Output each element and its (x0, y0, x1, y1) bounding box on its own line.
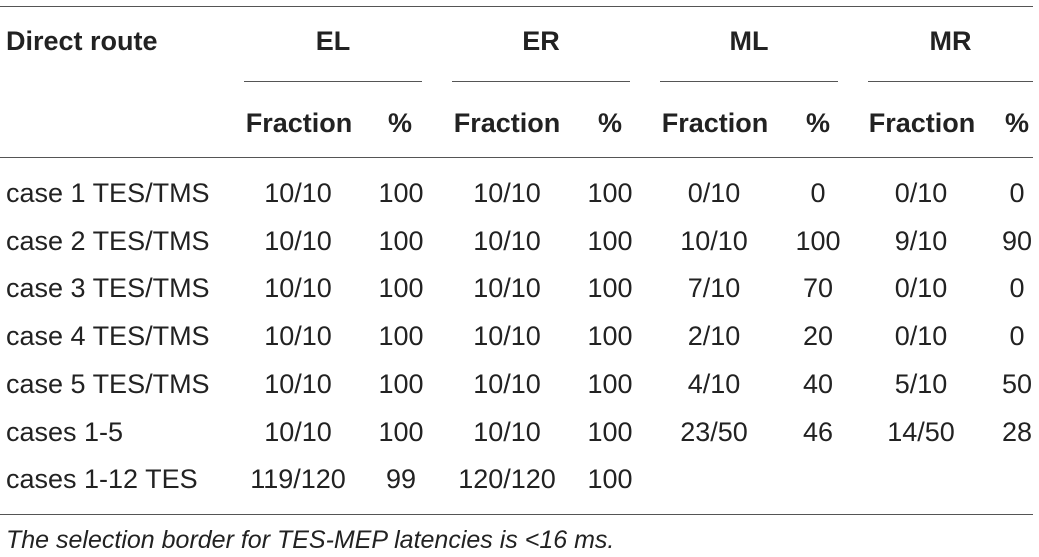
group-header-ml: ML (729, 26, 769, 56)
subheader-ml-percent: % (805, 108, 830, 138)
cell-el-fraction: 10/10 (264, 417, 332, 447)
cell-er-percent: 100 (587, 178, 633, 208)
cell-mr-fraction: 0/10 (894, 321, 948, 351)
cell-ml-fraction: 0/10 (687, 178, 741, 208)
cell-el-percent: 100 (378, 417, 424, 447)
cell-mr-percent: 0 (1009, 321, 1025, 351)
cell-er-fraction: 10/10 (473, 321, 541, 351)
bottom-rule (0, 514, 1033, 515)
cell-el-percent: 100 (378, 178, 424, 208)
cell-mr-fraction: 0/10 (894, 178, 948, 208)
row-label: case 2 TES/TMS (6, 226, 210, 256)
cell-er-fraction: 10/10 (473, 226, 541, 256)
cell-mr-fraction: 5/10 (894, 369, 948, 399)
cell-el-fraction: 10/10 (264, 321, 332, 351)
cell-el-fraction: 10/10 (264, 178, 332, 208)
cell-el-percent: 100 (378, 369, 424, 399)
cell-er-fraction: 10/10 (473, 417, 541, 447)
cell-ml-fraction: 2/10 (687, 321, 741, 351)
cell-er-percent: 100 (587, 417, 633, 447)
cell-ml-fraction: 7/10 (687, 273, 741, 303)
cell-el-fraction: 10/10 (264, 226, 332, 256)
cell-ml-fraction: 4/10 (687, 369, 741, 399)
group-header-el: EL (315, 26, 351, 56)
group-underline-mr (868, 81, 1033, 82)
cell-el-percent: 100 (378, 226, 424, 256)
cell-ml-percent: 0 (810, 178, 826, 208)
cell-ml-fraction: 23/50 (680, 417, 748, 447)
cell-mr-percent: 50 (1001, 369, 1033, 399)
cell-er-percent: 100 (587, 226, 633, 256)
cell-el-percent: 100 (378, 273, 424, 303)
header-rule (0, 157, 1033, 158)
top-rule (0, 6, 1033, 7)
cell-er-percent: 100 (587, 464, 633, 494)
cell-ml-percent: 20 (802, 321, 834, 351)
cell-ml-fraction: 10/10 (680, 226, 748, 256)
cell-el-percent: 100 (378, 321, 424, 351)
cell-el-fraction: 10/10 (264, 369, 332, 399)
cell-er-percent: 100 (587, 369, 633, 399)
cell-er-percent: 100 (587, 321, 633, 351)
subheader-el-fraction: Fraction (245, 108, 353, 138)
table-footnote: The selection border for TES-MEP latenci… (6, 526, 615, 554)
cell-mr-percent: 90 (1001, 226, 1033, 256)
cell-mr-fraction: 14/50 (887, 417, 955, 447)
cell-mr-fraction: 9/10 (894, 226, 948, 256)
cell-mr-fraction: 0/10 (894, 273, 948, 303)
cell-el-percent: 99 (385, 464, 417, 494)
cell-er-fraction: 120/120 (458, 464, 556, 494)
group-header-mr: MR (929, 26, 972, 56)
subheader-ml-fraction: Fraction (661, 108, 769, 138)
cell-ml-percent: 46 (802, 417, 834, 447)
subheader-mr-fraction: Fraction (868, 108, 976, 138)
cell-er-percent: 100 (587, 273, 633, 303)
cell-mr-percent: 0 (1009, 178, 1025, 208)
cell-el-fraction: 119/120 (250, 464, 346, 494)
cell-ml-percent: 70 (802, 273, 834, 303)
cell-ml-percent: 40 (802, 369, 834, 399)
group-underline-el (244, 81, 422, 82)
group-header-er: ER (522, 26, 560, 56)
cell-mr-percent: 28 (1001, 417, 1033, 447)
cell-er-fraction: 10/10 (473, 178, 541, 208)
cell-er-fraction: 10/10 (473, 273, 541, 303)
row-label: case 1 TES/TMS (6, 178, 210, 208)
row-label: case 5 TES/TMS (6, 369, 210, 399)
row-label: cases 1-5 (6, 417, 124, 447)
row-label: cases 1-12 TES (6, 464, 198, 494)
cell-er-fraction: 10/10 (473, 369, 541, 399)
row-header-label: Direct route (6, 26, 158, 56)
row-label: case 4 TES/TMS (6, 321, 210, 351)
group-underline-ml (660, 81, 838, 82)
subheader-er-fraction: Fraction (453, 108, 561, 138)
subheader-el-percent: % (387, 108, 412, 138)
cell-el-fraction: 10/10 (264, 273, 332, 303)
cell-mr-percent: 0 (1009, 273, 1025, 303)
cell-ml-percent: 100 (795, 226, 841, 256)
row-label: case 3 TES/TMS (6, 273, 210, 303)
subheader-er-percent: % (597, 108, 622, 138)
group-underline-er (452, 81, 630, 82)
subheader-mr-percent: % (1004, 108, 1029, 138)
